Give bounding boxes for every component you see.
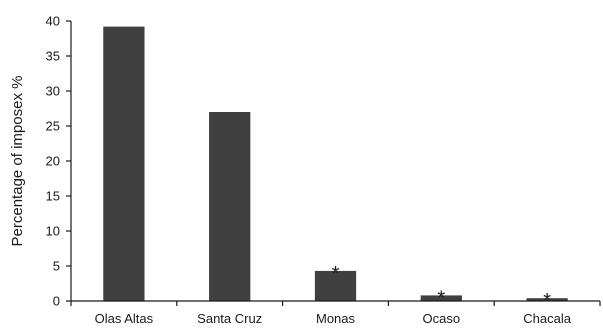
x-axis-ticks: Olas Altas Santa Cruz Monas Ocaso Chacala [70,301,601,326]
bars [103,26,568,301]
y-axis-ticks: 0 5 10 15 20 25 30 35 40 [46,14,71,309]
bar [526,298,568,301]
y-axis-title: Percentage of imposex % [9,76,26,247]
bar [103,26,145,301]
y-tick-label: 25 [46,119,60,134]
x-tick-label: Ocaso [423,311,461,326]
x-tick-label: Olas Altas [95,311,154,326]
y-tick-label: 5 [53,259,60,274]
x-tick-label: Santa Cruz [197,311,262,326]
y-tick-label: 20 [46,154,60,169]
bar [420,295,462,301]
y-tick-label: 35 [46,49,60,64]
y-tick-label: 15 [46,189,60,204]
y-tick-label: 0 [53,294,60,309]
significance-marker: * [437,287,445,309]
bar [314,270,357,301]
x-tick-label: Monas [316,311,356,326]
y-tick-label: 30 [46,84,60,99]
bar [209,112,251,301]
y-tick-label: 10 [46,224,60,239]
y-tick-label: 40 [46,14,60,29]
x-tick-label: Chacala [523,311,571,326]
significance-markers: ** * [332,263,552,312]
significance-marker: * [332,263,340,285]
